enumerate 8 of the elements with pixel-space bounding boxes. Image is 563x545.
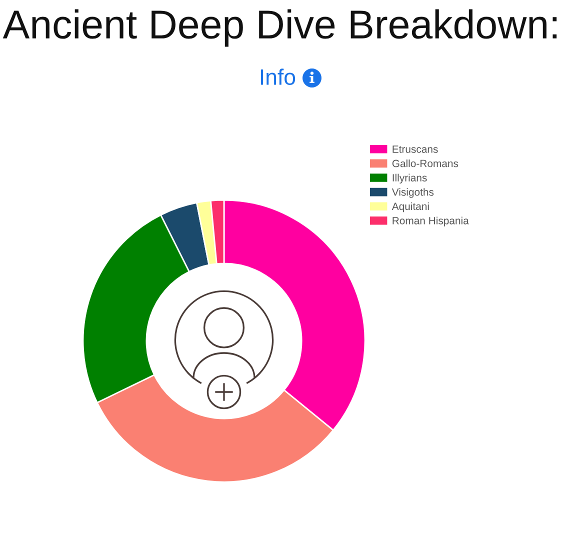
chart-subtitle: Info	[260, 68, 296, 85]
legend-label: Etruscans	[392, 146, 438, 153]
legend-label: Aquitani	[392, 202, 429, 212]
legend-label: Roman Hispania	[392, 216, 469, 226]
chart-title: Ancient Deep Dive Breakdown:	[2, 9, 557, 47]
legend-label: Visigoths	[392, 188, 434, 198]
legend-label: Illyrians	[392, 174, 427, 184]
legend-label: Gallo-Romans	[392, 160, 458, 168]
